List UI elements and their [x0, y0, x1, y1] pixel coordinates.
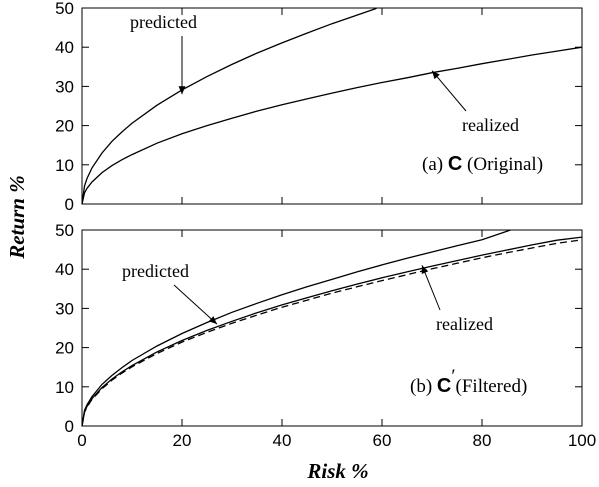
- panel-bottom: 0 10 20 30 40 50 0 20 40 60 80 100 predicted realize…: [55, 221, 596, 450]
- panel-label-bottom: (b) C′(Filtered): [410, 366, 527, 397]
- axis-ticks-top: 0 10 20 30 40 50: [55, 0, 583, 214]
- y-tick-label: 20: [55, 117, 74, 136]
- annotation-label: predicted: [122, 261, 189, 281]
- y-tick-label: 50: [55, 0, 74, 18]
- annotation-arrowhead: [208, 316, 217, 325]
- y-tick-label: 50: [55, 221, 74, 240]
- y-tick-label: 0: [65, 417, 74, 436]
- x-tick-label: 80: [473, 431, 492, 450]
- series-line-bottom-2: [81, 236, 583, 427]
- annotation-label: realized: [462, 115, 519, 135]
- panel-label-top: (a) C (Original): [422, 153, 543, 175]
- panel-top: 0 10 20 30 40 50 predicted realized (a) C (Ori…: [55, 0, 583, 214]
- series-group-bottom: [81, 229, 583, 427]
- y-tick-label: 30: [55, 77, 74, 96]
- annotation-label: predicted: [130, 12, 197, 32]
- x-tick-label: 0: [77, 431, 86, 450]
- annotations-top: predicted realized: [130, 12, 519, 135]
- y-tick-label: 20: [55, 339, 74, 358]
- y-tick-label: 0: [65, 195, 74, 214]
- annotation-arrowhead: [432, 70, 440, 80]
- series-line-bottom-3: [81, 239, 583, 427]
- y-tick-label: 30: [55, 299, 74, 318]
- annotation-arrow-line: [431, 70, 467, 112]
- series-group-top: [81, 7, 583, 205]
- y-tick-label: 10: [55, 156, 74, 175]
- x-axis-title: Risk %: [306, 459, 368, 483]
- x-tick-label: 100: [568, 431, 596, 450]
- axis-ticks-bottom: 0 10 20 30 40 50 0 20 40 60 80 100: [55, 221, 596, 450]
- annotations-bottom: predicted realized: [122, 261, 493, 334]
- x-tick-label: 40: [273, 431, 292, 450]
- series-line-bottom-1: [81, 229, 511, 427]
- annotation-arrow-line: [173, 284, 218, 325]
- x-tick-label: 20: [173, 431, 192, 450]
- y-axis-title: Return %: [5, 175, 29, 259]
- annotation-arrow-line: [421, 265, 441, 311]
- y-tick-label: 40: [55, 38, 74, 57]
- annotation-arrowhead: [178, 86, 186, 95]
- annotation-label: realized: [436, 314, 493, 334]
- x-tick-label: 60: [373, 431, 392, 450]
- plot-frame-bottom: [81, 229, 583, 427]
- series-line-top-2: [81, 46, 583, 205]
- annotation-arrowhead: [421, 265, 429, 275]
- y-tick-label: 40: [55, 260, 74, 279]
- y-tick-label: 10: [55, 378, 74, 397]
- series-line-top-1: [81, 7, 377, 205]
- plot-frame-top: [81, 7, 583, 205]
